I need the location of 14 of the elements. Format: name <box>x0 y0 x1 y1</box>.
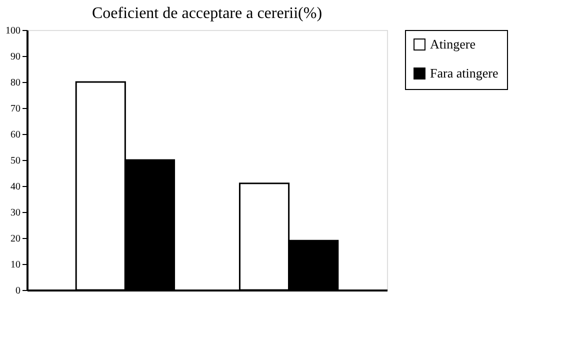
y-tick-label: 20 <box>10 234 20 244</box>
y-tick-label: 0 <box>16 286 20 296</box>
legend-label: Atingere <box>430 36 476 52</box>
y-tick-label: 40 <box>10 182 20 192</box>
legend-label: Fara atingere <box>430 66 498 80</box>
chart-title: Coeficient de acceptare a cererii(%) <box>92 5 322 22</box>
y-tick-label: 50 <box>10 156 20 166</box>
y-tick-label: 100 <box>6 26 20 36</box>
y-tick-label: 10 <box>10 260 20 270</box>
y-tick-label: 70 <box>10 104 20 114</box>
y-tick-label: 90 <box>10 52 20 62</box>
y-tick-label: 60 <box>10 130 20 140</box>
y-tick-label: 80 <box>10 78 20 88</box>
y-tick-label: 30 <box>10 208 20 218</box>
